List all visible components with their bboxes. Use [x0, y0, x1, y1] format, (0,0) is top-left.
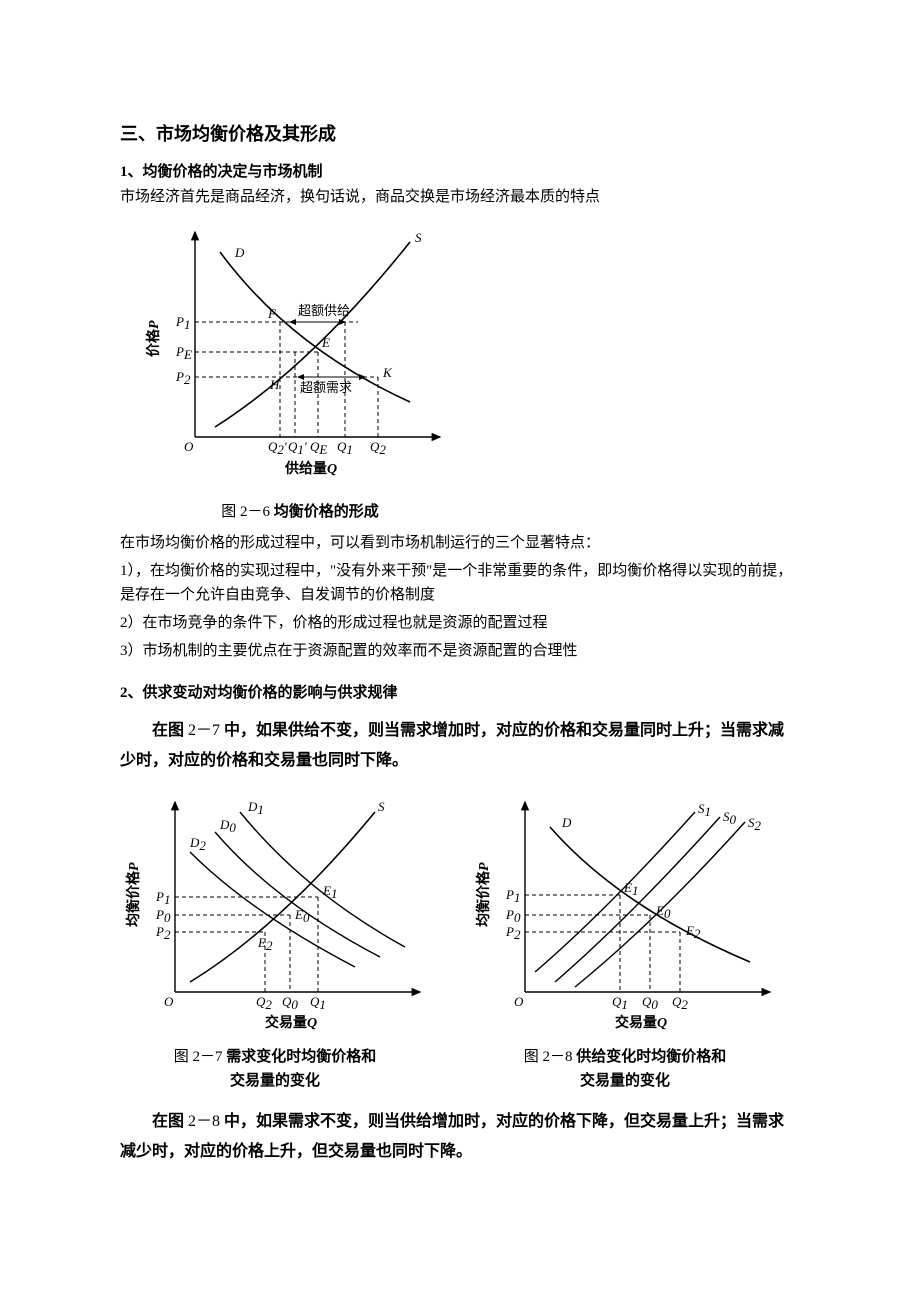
svg-text:价格P: 价格P	[145, 320, 162, 357]
figure-2-6-caption: 图 2－6 均衡价格的形成	[140, 500, 460, 521]
svg-text:Q1: Q1	[612, 994, 628, 1012]
svg-text:QE: QE	[310, 439, 327, 457]
part1-heading: 1、均衡价格的决定与市场机制	[120, 160, 800, 181]
svg-text:D: D	[561, 815, 572, 830]
svg-text:交易量Q: 交易量Q	[265, 1014, 317, 1031]
svg-text:E: E	[321, 335, 330, 350]
svg-text:P2: P2	[505, 924, 521, 942]
svg-text:P0: P0	[505, 907, 521, 925]
svg-text:P1: P1	[175, 314, 190, 332]
svg-text:O: O	[184, 439, 194, 454]
svg-text:K: K	[382, 365, 393, 380]
section-title: 三、市场均衡价格及其形成	[120, 120, 800, 146]
svg-text:超额需求: 超额需求	[300, 380, 352, 395]
svg-text:O: O	[164, 994, 174, 1009]
part1-after-fig: 在市场均衡价格的形成过程中，可以看到市场机制运行的三个显著特点：	[120, 531, 800, 555]
svg-text:均衡价格P: 均衡价格P	[125, 862, 142, 927]
svg-text:供给量Q: 供给量Q	[284, 460, 337, 477]
page: 三、市场均衡价格及其形成 1、均衡价格的决定与市场机制 市场经济首先是商品经济，…	[0, 0, 920, 1302]
svg-text:S0: S0	[723, 809, 737, 827]
figure-2-7-svg: S D1 D0 D2 E1 E0 E2 P1 P0 P2 O Q2 Q0 Q1 …	[120, 797, 430, 1037]
svg-text:P1: P1	[505, 887, 520, 905]
part1-pt2: 2）在市场竞争的条件下，价格的形成过程也就是资源的配置过程	[120, 611, 800, 635]
svg-text:D0: D0	[219, 817, 236, 835]
svg-text:Q2: Q2	[672, 994, 688, 1012]
figure-2-7-caption: 图 2－7 需求变化时均衡价格和 交易量的变化	[174, 1045, 377, 1093]
svg-text:Q0: Q0	[282, 994, 298, 1012]
svg-text:PE: PE	[175, 344, 192, 362]
figure-2-8-caption: 图 2－8 供给变化时均衡价格和 交易量的变化	[524, 1045, 727, 1093]
svg-text:E2: E2	[685, 923, 701, 941]
svg-text:超额供给: 超额供给	[298, 303, 350, 318]
svg-text:Q1: Q1	[337, 439, 353, 457]
figure-2-8: D S1 S0 S2 E1 E0 E2 P1 P0 P2 O Q1 Q0 Q2 …	[470, 797, 780, 1093]
part2-para2: 在图 2－8 中，如果需求不变，则当供给增加时，对应的价格下降，但交易量上升；当…	[120, 1107, 800, 1168]
figure-2-6: S D F E H K 超额供给 超额需求 P1 PE P2 O Q2′ Q1′…	[140, 227, 800, 521]
svg-text:S: S	[415, 230, 422, 245]
figure-2-8-svg: D S1 S0 S2 E1 E0 E2 P1 P0 P2 O Q1 Q0 Q2 …	[470, 797, 780, 1037]
svg-text:E0: E0	[294, 907, 310, 925]
svg-text:P1: P1	[155, 889, 170, 907]
svg-text:Q2: Q2	[370, 439, 386, 457]
svg-text:均衡价格P: 均衡价格P	[475, 862, 492, 927]
svg-text:D: D	[234, 245, 245, 260]
svg-text:P0: P0	[155, 907, 171, 925]
svg-text:E1: E1	[623, 880, 638, 898]
svg-text:P2: P2	[155, 924, 171, 942]
svg-text:E0: E0	[655, 903, 671, 921]
svg-text:Q2′: Q2′	[268, 439, 287, 457]
part2-heading: 2、供求变动对均衡价格的影响与供求规律	[120, 681, 800, 702]
svg-text:O: O	[514, 994, 524, 1009]
svg-text:D1: D1	[247, 799, 264, 817]
svg-text:F: F	[267, 306, 277, 321]
part2-para1: 在图 2－7 中，如果供给不变，则当需求增加时，对应的价格和交易量同时上升；当需…	[120, 716, 800, 777]
svg-text:Q2: Q2	[256, 994, 272, 1012]
part1-intro: 市场经济首先是商品经济，换句话说，商品交换是市场经济最本质的特点	[120, 185, 800, 209]
svg-text:Q1: Q1	[310, 994, 326, 1012]
figure-2-7: S D1 D0 D2 E1 E0 E2 P1 P0 P2 O Q2 Q0 Q1 …	[120, 797, 430, 1093]
svg-text:Q1′: Q1′	[288, 439, 307, 457]
figure-2-6-svg: S D F E H K 超额供给 超额需求 P1 PE P2 O Q2′ Q1′…	[140, 227, 460, 487]
svg-text:S: S	[378, 799, 385, 814]
figure-row: S D1 D0 D2 E1 E0 E2 P1 P0 P2 O Q2 Q0 Q1 …	[120, 797, 800, 1093]
part1-pt1: 1），在均衡价格的实现过程中，"没有外来干预"是一个非常重要的条件，即均衡价格得…	[120, 559, 800, 607]
svg-text:Q0: Q0	[642, 994, 658, 1012]
svg-text:交易量Q: 交易量Q	[615, 1014, 667, 1031]
svg-text:S1: S1	[698, 801, 711, 819]
svg-text:S2: S2	[748, 815, 762, 833]
part1-pt3: 3）市场机制的主要优点在于资源配置的效率而不是资源配置的合理性	[120, 639, 800, 663]
svg-text:P2: P2	[175, 369, 191, 387]
svg-text:E2: E2	[257, 935, 273, 953]
svg-text:H: H	[269, 377, 280, 392]
svg-text:D2: D2	[189, 835, 206, 853]
